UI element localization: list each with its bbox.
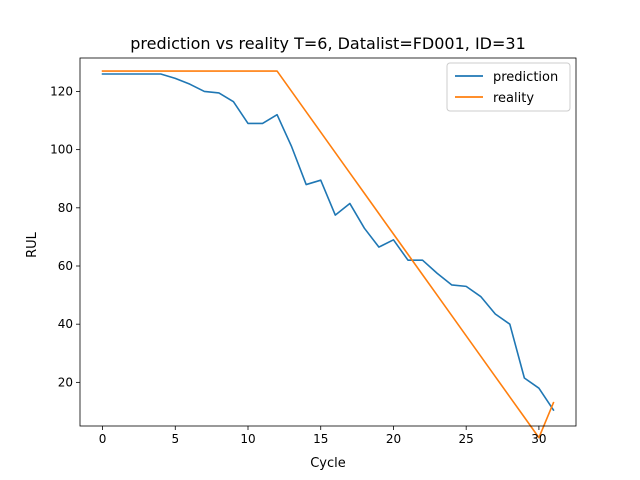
axes-frame: [79, 57, 577, 427]
y-tick-label: 60: [58, 259, 73, 273]
plot-area: [101, 70, 555, 439]
x-tick-label: 10: [240, 432, 255, 446]
series-line-prediction: [101, 73, 555, 412]
y-tick-label: 40: [58, 317, 73, 331]
x-tick-label: 0: [99, 432, 107, 446]
x-tick-label: 30: [531, 432, 546, 446]
y-tick-label: 20: [58, 375, 73, 389]
y-tick-label: 120: [50, 84, 73, 98]
x-tick-label: 5: [171, 432, 179, 446]
legend: prediction reality: [446, 62, 571, 112]
y-axis-label: RUL: [25, 231, 40, 258]
legend-box: [446, 62, 571, 112]
y-tick-label: 100: [50, 143, 73, 157]
legend-label-prediction: prediction: [493, 70, 558, 85]
x-tick-label: 15: [313, 432, 328, 446]
axes: 0 5 10 15 20 25 30 20 40 60 80 100 120: [50, 57, 577, 446]
y-tick-label: 80: [58, 201, 73, 215]
chart-title: prediction vs reality T=6, Datalist=FD00…: [130, 34, 526, 53]
x-tick-label: 20: [386, 432, 401, 446]
x-tick-label: 25: [459, 432, 474, 446]
legend-label-reality: reality: [493, 91, 534, 106]
x-axis-label: Cycle: [310, 456, 346, 471]
series-line-reality: [101, 70, 555, 439]
